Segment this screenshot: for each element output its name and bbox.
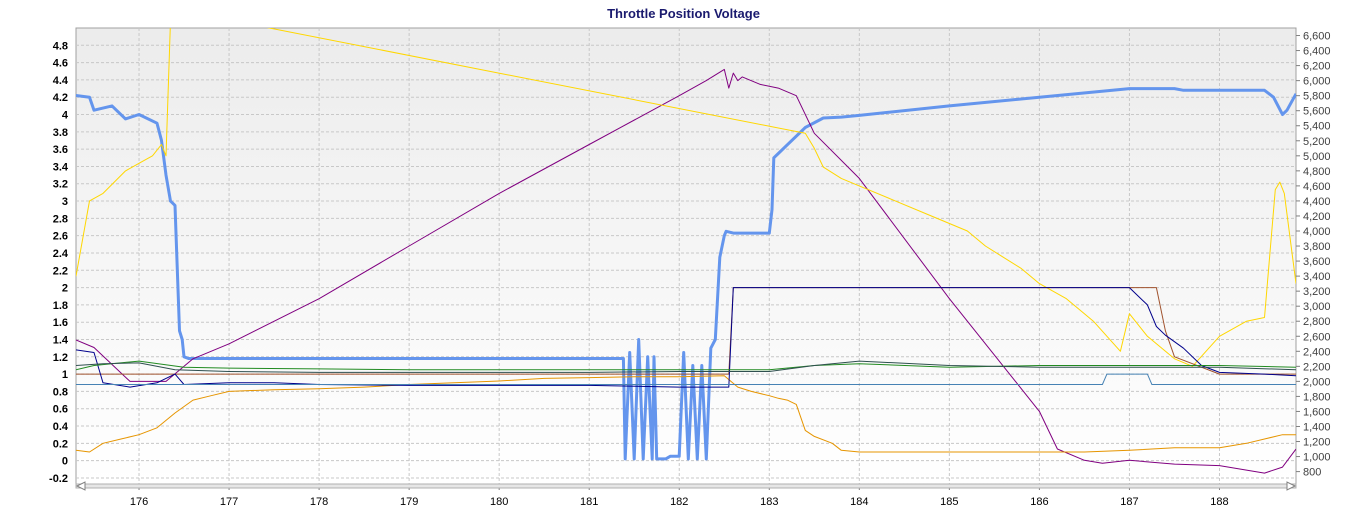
x-tick-label: 181 bbox=[580, 496, 598, 508]
y-left-tick-label: 4.4 bbox=[53, 75, 69, 87]
series-line-6 bbox=[76, 287, 1296, 388]
y-right-tick-label: 5,400 bbox=[1303, 121, 1331, 133]
y-right-tick-label: 1,600 bbox=[1303, 406, 1331, 418]
y-right-tick-label: 6,200 bbox=[1303, 61, 1331, 73]
x-tick-label: 177 bbox=[220, 496, 238, 508]
x-tick-label: 180 bbox=[490, 496, 508, 508]
y-right-tick-label: 6,600 bbox=[1303, 31, 1331, 43]
y-left-tick-label: 3.4 bbox=[53, 161, 69, 173]
y-left-tick-label: 0.2 bbox=[53, 438, 68, 450]
y-left-tick-label: 1 bbox=[62, 369, 68, 381]
y-left-tick-label: 2.6 bbox=[53, 231, 68, 243]
y-right-tick-label: 2,200 bbox=[1303, 361, 1331, 373]
y-right-tick-label: 2,000 bbox=[1303, 376, 1331, 388]
y-right-tick-label: 5,800 bbox=[1303, 91, 1331, 103]
y-right-tick-label: 800 bbox=[1303, 467, 1321, 479]
y-left-tick-label: 0.6 bbox=[53, 404, 68, 416]
y-left-tick-label: 4.2 bbox=[53, 92, 68, 104]
x-tick-label: 178 bbox=[310, 496, 328, 508]
y-left-tick-label: 2.4 bbox=[53, 248, 69, 260]
y-right-tick-label: 4,400 bbox=[1303, 196, 1331, 208]
y-left-tick-label: 4.8 bbox=[53, 40, 68, 52]
y-right-tick-label: 6,000 bbox=[1303, 76, 1331, 88]
y-left-tick-label: 1.4 bbox=[53, 334, 69, 346]
series-line-2 bbox=[76, 68, 1296, 474]
series-line-4 bbox=[76, 375, 1296, 453]
y-right-tick-label: 3,800 bbox=[1303, 241, 1331, 253]
y-left-tick-label: 0 bbox=[62, 456, 68, 468]
y-right-tick-label: 5,600 bbox=[1303, 106, 1331, 118]
y-right-tick-label: 4,000 bbox=[1303, 226, 1331, 238]
y-left-tick-label: 2.8 bbox=[53, 213, 68, 225]
y-right-tick-label: 2,600 bbox=[1303, 331, 1331, 343]
y-right-tick-label: 4,600 bbox=[1303, 181, 1331, 193]
y-right-tick-label: 1,800 bbox=[1303, 391, 1331, 403]
x-tick-label: 183 bbox=[760, 496, 778, 508]
scroll-right-arrow-icon[interactable] bbox=[1286, 481, 1297, 491]
y-right-tick-label: 4,200 bbox=[1303, 211, 1331, 223]
y-left-tick-label: 2 bbox=[62, 283, 68, 295]
y-right-tick-label: 3,600 bbox=[1303, 256, 1331, 268]
series-line-8 bbox=[76, 360, 1296, 373]
y-right-tick-label: 1,000 bbox=[1303, 452, 1331, 464]
y-left-tick-label: 4.6 bbox=[53, 58, 68, 70]
y-left-tick-label: 0.8 bbox=[53, 386, 68, 398]
y-left-tick-label: -0.2 bbox=[49, 473, 68, 485]
y-left-tick-label: 1.8 bbox=[53, 300, 68, 312]
y-left-tick-label: 0.4 bbox=[53, 421, 69, 433]
y-left-tick-label: 3 bbox=[62, 196, 68, 208]
chart-title: Throttle Position Voltage bbox=[607, 6, 760, 21]
y-left-tick-label: 4 bbox=[62, 110, 69, 122]
y-right-tick-label: 3,000 bbox=[1303, 301, 1331, 313]
y-right-tick-label: 1,400 bbox=[1303, 421, 1331, 433]
x-tick-label: 187 bbox=[1120, 496, 1138, 508]
x-tick-label: 186 bbox=[1030, 496, 1048, 508]
series-line-7 bbox=[76, 360, 1296, 371]
series-line-1 bbox=[76, 87, 1296, 461]
y-left-tick-label: 3.2 bbox=[53, 179, 68, 191]
y-left-tick-label: 1.2 bbox=[53, 352, 68, 364]
x-tick-label: 182 bbox=[670, 496, 688, 508]
y-left-tick-label: 2.2 bbox=[53, 265, 68, 277]
horizontal-scrollbar bbox=[75, 483, 1297, 489]
x-tick-label: 184 bbox=[850, 496, 868, 508]
series-line-9 bbox=[76, 373, 1296, 385]
y-right-tick-label: 2,800 bbox=[1303, 316, 1331, 328]
x-tick-label: 185 bbox=[940, 496, 958, 508]
y-right-tick-label: 2,400 bbox=[1303, 346, 1331, 358]
series-line-3 bbox=[76, 28, 1296, 367]
x-tick-label: 176 bbox=[130, 496, 148, 508]
y-left-tick-label: 3.6 bbox=[53, 144, 68, 156]
y-left-tick-label: 3.8 bbox=[53, 127, 68, 139]
y-right-tick-label: 5,000 bbox=[1303, 151, 1331, 163]
y-right-tick-label: 3,200 bbox=[1303, 286, 1331, 298]
y-right-tick-label: 3,400 bbox=[1303, 271, 1331, 283]
y-right-tick-label: 6,400 bbox=[1303, 46, 1331, 58]
y-right-tick-label: 5,200 bbox=[1303, 136, 1331, 148]
y-right-tick-label: 1,200 bbox=[1303, 437, 1331, 449]
scroll-left-arrow-icon[interactable] bbox=[75, 481, 86, 491]
y-right-tick-label: 4,800 bbox=[1303, 166, 1331, 178]
series-group bbox=[76, 28, 1296, 474]
x-tick-label: 188 bbox=[1210, 496, 1228, 508]
x-tick-label: 179 bbox=[400, 496, 418, 508]
y-left-tick-label: 1.6 bbox=[53, 317, 68, 329]
